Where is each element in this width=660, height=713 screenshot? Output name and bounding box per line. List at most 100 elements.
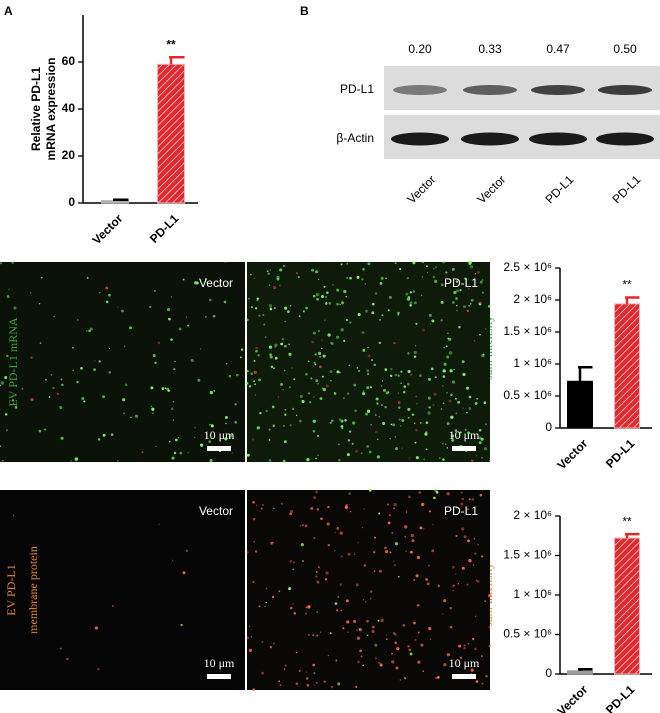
dot (72, 369, 75, 372)
dot (321, 339, 323, 341)
dot (257, 354, 260, 357)
dot (371, 302, 375, 306)
dot (435, 266, 437, 268)
dot (175, 438, 178, 442)
dot (446, 422, 450, 426)
dot (474, 401, 478, 405)
dot (407, 407, 411, 411)
dot (298, 670, 301, 672)
dot (384, 546, 387, 550)
dot (289, 305, 292, 307)
dot (89, 327, 93, 331)
dot (376, 402, 379, 405)
dot (268, 428, 271, 431)
dot (334, 550, 336, 552)
dot (485, 674, 488, 678)
dot (483, 401, 487, 405)
dot (358, 370, 361, 372)
dot (248, 385, 252, 388)
annotation: ** (166, 37, 176, 51)
dot (310, 506, 314, 510)
dot (410, 373, 413, 376)
dot (342, 627, 345, 630)
dot (324, 319, 326, 321)
dot (302, 560, 304, 562)
dot (338, 443, 340, 446)
dot (224, 437, 228, 441)
dot (173, 451, 177, 455)
dot (415, 574, 419, 578)
y-tick-label: 20 (62, 148, 76, 162)
dot (283, 369, 286, 372)
x-tick-label: PD-L1 (603, 682, 638, 713)
dot (404, 535, 407, 538)
dot (254, 307, 258, 310)
dot (317, 454, 319, 456)
y-axis-label: mRNA expression (44, 58, 58, 161)
dot (265, 336, 267, 338)
x-tick-label: PD-L1 (603, 436, 638, 471)
blot-band (529, 132, 587, 146)
dot (249, 625, 251, 627)
dot (391, 531, 394, 534)
dot (250, 306, 254, 309)
dot (105, 286, 109, 290)
dot (479, 280, 483, 284)
dot (468, 498, 471, 501)
dot (226, 363, 228, 365)
dot (316, 580, 320, 584)
dot (94, 626, 98, 630)
dot (380, 618, 384, 622)
dot (312, 331, 316, 335)
dot (289, 606, 293, 610)
dot (264, 605, 266, 607)
dot (407, 295, 411, 299)
dot (317, 434, 320, 437)
dot (310, 377, 313, 380)
dot (458, 644, 462, 648)
dot (299, 394, 303, 399)
blot-value: 0.20 (408, 42, 432, 56)
dot (284, 413, 287, 416)
dot (288, 343, 290, 346)
dot (384, 405, 387, 409)
dot (375, 397, 379, 401)
dot (178, 436, 180, 439)
dot (368, 488, 372, 492)
dot (470, 459, 474, 462)
dot (428, 565, 430, 567)
dot (321, 294, 325, 299)
dot (392, 423, 396, 427)
dot (268, 458, 272, 462)
dot (354, 409, 357, 413)
dot (343, 397, 345, 399)
dot (365, 309, 368, 313)
dot (235, 373, 239, 377)
dot (463, 644, 466, 647)
dot (334, 531, 336, 534)
dot (61, 383, 64, 387)
dot (231, 452, 234, 454)
dot (371, 630, 375, 633)
dot (457, 583, 459, 585)
dot (443, 347, 445, 349)
dot (428, 627, 432, 631)
dot (335, 659, 338, 662)
dot (336, 335, 340, 339)
dot (443, 663, 447, 667)
dot (466, 583, 469, 586)
dot (389, 551, 392, 554)
dot (429, 510, 432, 513)
dot (289, 424, 292, 427)
dot (30, 397, 34, 402)
dot (194, 427, 196, 429)
dot (272, 507, 275, 510)
dot (0, 384, 2, 387)
x-tick-label: PD-L1 (147, 211, 182, 246)
dot (256, 426, 260, 430)
dot (379, 281, 383, 285)
dot (360, 452, 363, 455)
scale-label: 10 μm (204, 656, 235, 670)
dot (86, 276, 89, 279)
dot (324, 578, 328, 581)
